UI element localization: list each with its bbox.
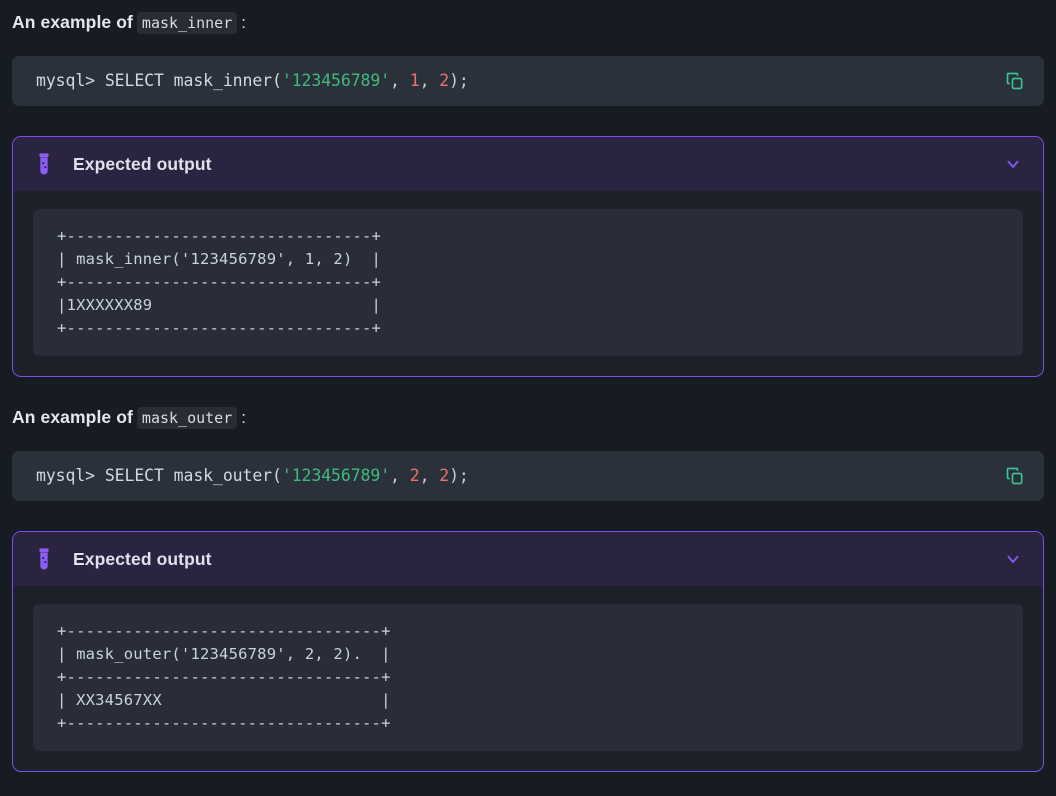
code-comma-1: , bbox=[390, 70, 410, 90]
copy-icon[interactable] bbox=[1004, 70, 1026, 92]
expected-output-header[interactable]: Expected output bbox=[13, 137, 1043, 191]
heading-suffix: : bbox=[241, 408, 247, 427]
code-number-2: 2 bbox=[439, 70, 450, 90]
section-heading-mask-outer: An example of mask_outer : bbox=[12, 407, 1044, 429]
test-tube-icon bbox=[33, 152, 55, 176]
heading-suffix: : bbox=[241, 13, 247, 32]
heading-inline-code: mask_inner bbox=[136, 12, 238, 34]
chevron-down-icon[interactable] bbox=[1003, 549, 1023, 569]
expected-output-panel-mask-inner: Expected output +-----------------------… bbox=[12, 136, 1044, 377]
code-line: mysql> SELECT mask_inner('123456789', 1,… bbox=[36, 70, 469, 90]
heading-inline-code: mask_outer bbox=[136, 407, 238, 429]
code-prompt: mysql> SELECT mask_outer( bbox=[36, 465, 282, 485]
expected-output-body: +--------------------------------+ | mas… bbox=[13, 191, 1043, 376]
expected-output-body: +---------------------------------+ | ma… bbox=[13, 586, 1043, 771]
code-block-mask-outer: mysql> SELECT mask_outer('123456789', 2,… bbox=[12, 451, 1044, 501]
heading-prefix: An example of bbox=[12, 407, 133, 427]
code-prompt: mysql> SELECT mask_inner( bbox=[36, 70, 282, 90]
expected-output-title: Expected output bbox=[73, 153, 212, 174]
code-tail: ); bbox=[449, 70, 469, 90]
code-comma-2: , bbox=[419, 465, 440, 485]
copy-icon[interactable] bbox=[1004, 465, 1026, 487]
output-table: +--------------------------------+ | mas… bbox=[33, 209, 1023, 356]
code-number-1: 2 bbox=[409, 465, 420, 485]
expected-output-header[interactable]: Expected output bbox=[13, 532, 1043, 586]
code-comma-2: , bbox=[419, 70, 440, 90]
test-tube-icon bbox=[33, 547, 55, 571]
output-table: +---------------------------------+ | ma… bbox=[33, 604, 1023, 751]
chevron-down-icon[interactable] bbox=[1003, 154, 1023, 174]
code-tail: ); bbox=[449, 465, 469, 485]
heading-prefix: An example of bbox=[12, 12, 133, 32]
code-string-arg: '123456789' bbox=[281, 70, 391, 90]
code-comma-1: , bbox=[390, 465, 410, 485]
code-number-2: 2 bbox=[439, 465, 450, 485]
section-heading-mask-inner: An example of mask_inner : bbox=[12, 12, 1044, 34]
code-line: mysql> SELECT mask_outer('123456789', 2,… bbox=[36, 465, 469, 485]
code-string-arg: '123456789' bbox=[281, 465, 391, 485]
code-number-1: 1 bbox=[409, 70, 420, 90]
expected-output-panel-mask-outer: Expected output +-----------------------… bbox=[12, 531, 1044, 772]
code-block-mask-inner: mysql> SELECT mask_inner('123456789', 1,… bbox=[12, 56, 1044, 106]
expected-output-title: Expected output bbox=[73, 548, 212, 569]
